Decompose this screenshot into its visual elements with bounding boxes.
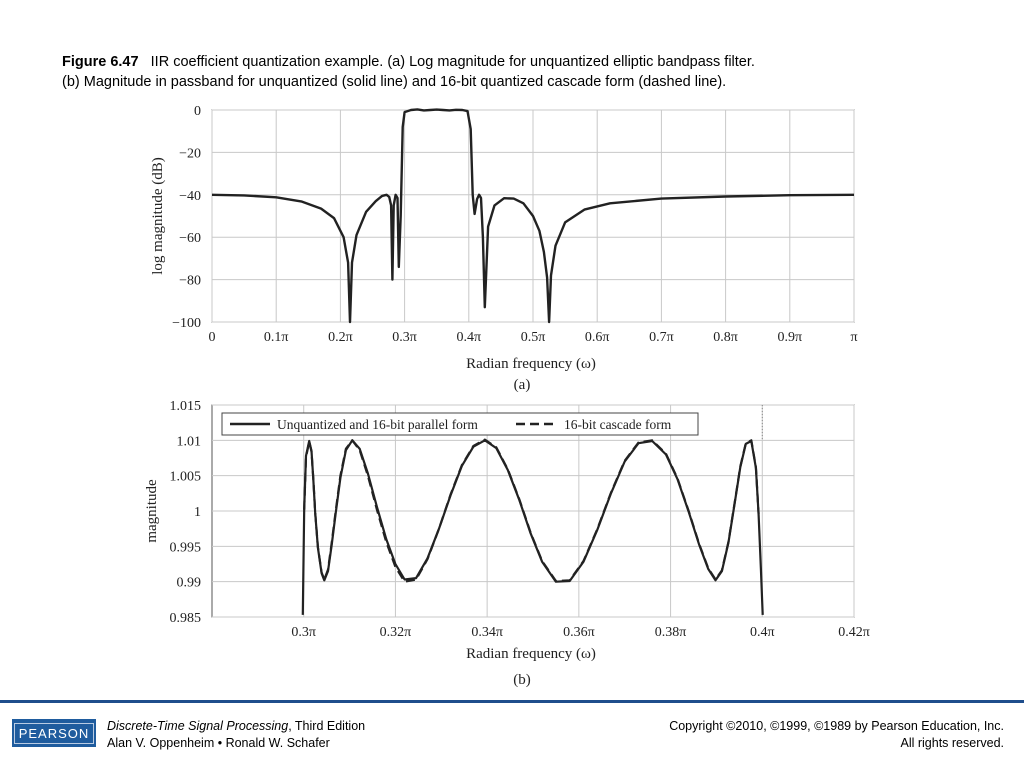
legend-solid-label: Unquantized and 16-bit parallel form — [277, 417, 478, 432]
panel-b-y-axis-label: magnitude — [144, 479, 160, 543]
panel-b-legend: Unquantized and 16-bit parallel form 16-… — [221, 412, 699, 436]
panel-a-grid — [211, 109, 855, 323]
panel-b-x-tick-label: 0.34π — [471, 625, 503, 640]
legend-dashed-label: 16-bit cascade form — [564, 417, 672, 432]
panel-a-y-axis-label: log magnitude (dB) — [150, 157, 166, 274]
panel-a-y-tick-label: 0 — [194, 104, 201, 119]
panel-b-x-tick-label: 0.4π — [750, 625, 775, 640]
figure-svg: 0−20−40−60−80−100 0 0.1π 0.2π 0.3π 0.4π 0.5π 0… — [144, 104, 870, 688]
panel-b-x-tick-label: 0.36π — [563, 625, 595, 640]
panel-a-magnitude-curve — [211, 108, 855, 324]
panel-a-label: (a) — [514, 377, 531, 393]
copyright-text: Copyright ©2010, ©1999, ©1989 by Pearson… — [669, 719, 1004, 733]
panel-a-x-tick-label: 0.6π — [585, 330, 610, 345]
panel-a-x-tick-label: 0.7π — [649, 330, 674, 345]
panel-a-x-tick-label: 0.9π — [778, 330, 803, 345]
footer-book-info: Discrete-Time Signal Processing, Third E… — [107, 718, 365, 752]
panel-a-y-tick-label: −40 — [179, 189, 201, 204]
footer-rule — [0, 700, 1024, 703]
panel-b-y-tick-label: 0.99 — [177, 576, 202, 591]
panel-b-y-tick-label: 0.995 — [170, 540, 202, 555]
panel-a-x-tick-label: 0.8π — [713, 330, 738, 345]
panel-a-y-tick-labels: 0 −20 −40 −60 −80 −100 — [172, 104, 201, 331]
panel-a-x-tick-label: 0.4π — [457, 330, 482, 345]
footer-title-line: Discrete-Time Signal Processing, Third E… — [107, 718, 365, 735]
panel-a-y-tick-label: −80 — [179, 274, 201, 289]
pearson-logo: PEARSON — [12, 719, 96, 747]
panel-a-y-tick-label: −60 — [179, 231, 201, 246]
panel-a-x-tick-labels: 0 0.1π 0.2π 0.3π 0.4π 0.5π 0.6π 0.7π 0.8π 0.9π π — [209, 330, 858, 345]
panel-b-x-tick-label: 0.42π — [838, 625, 870, 640]
logo-text: PEARSON — [13, 722, 95, 744]
figure-area: 0 −20 −40 −60 −80 −100 0 0.1π 0.2π 0.3π 0.4π 0.5π 0… — [140, 100, 880, 700]
panel-b-x-tick-label: 0.38π — [655, 625, 687, 640]
panel-a-x-tick-label: 0.2π — [328, 330, 353, 345]
panel-b-y-tick-label: 1.015 — [170, 399, 202, 414]
panel-b-x-axis-label: Radian frequency (ω) — [466, 646, 596, 662]
panel-a-x-tick-label: 0 — [209, 330, 216, 345]
panel-a-x-tick-label: 0.5π — [521, 330, 546, 345]
panel-b-y-tick-label: 1.01 — [177, 434, 202, 449]
panel-b-x-tick-labels: 0.3π 0.32π 0.34π 0.36π 0.38π 0.4π 0.42π — [291, 625, 869, 640]
panel-a-y-tick-label: −100 — [172, 316, 201, 331]
panel-b-x-tick-label: 0.32π — [380, 625, 412, 640]
panel-a-x-tick-label: 0.1π — [264, 330, 289, 345]
panel-b-label: (b) — [513, 672, 531, 688]
book-title: Discrete-Time Signal Processing — [107, 719, 289, 733]
panel-a-x-tick-label: π — [850, 330, 857, 345]
panel-b-y-tick-label: 1.005 — [170, 470, 202, 485]
caption-text-1: IIR coefficient quantization example. (a… — [150, 54, 755, 70]
legend-box — [221, 412, 699, 436]
figure-caption: Figure 6.47 IIR coefficient quantization… — [62, 52, 962, 92]
book-authors: Alan V. Oppenheim • Ronald W. Schafer — [107, 736, 330, 750]
panel-a-x-tick-label: 0.3π — [392, 330, 417, 345]
caption-line-1: Figure 6.47 IIR coefficient quantization… — [62, 52, 962, 72]
rights-text: All rights reserved. — [900, 736, 1004, 750]
figure-label: Figure 6.47 — [62, 54, 139, 70]
panel-b-x-tick-label: 0.3π — [291, 625, 316, 640]
panel-a-y-tick-label: −20 — [179, 146, 201, 161]
panel-b-y-tick-label: 0.985 — [170, 611, 202, 626]
panel-b-y-tick-labels: 1.015 1.01 1.005 1 0.995 0.99 0.985 — [170, 399, 202, 626]
footer-copyright: Copyright ©2010, ©1999, ©1989 by Pearson… — [669, 718, 1004, 752]
panel-a-x-axis-label: Radian frequency (ω) — [466, 356, 596, 372]
panel-a: 0−20−40−60−80−100 0 0.1π 0.2π 0.3π 0.4π 0.5π 0… — [150, 104, 858, 393]
caption-line-2: (b) Magnitude in passband for unquantize… — [62, 74, 727, 90]
panel-b-cascade-curve — [303, 438, 760, 583]
panel-b-y-tick-label: 1 — [194, 505, 201, 520]
book-edition: , Third Edition — [288, 719, 366, 733]
